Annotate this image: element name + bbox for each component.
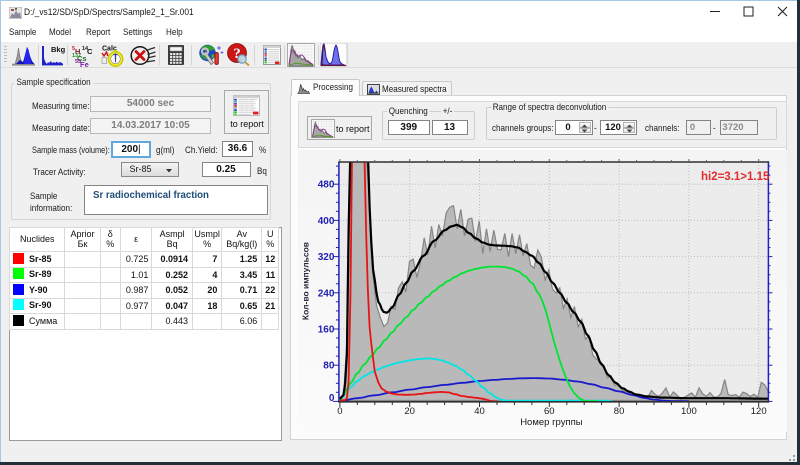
svg-text:Bkg: Bkg	[51, 45, 65, 54]
svg-text:160: 160	[318, 325, 335, 336]
svg-text:320: 320	[318, 252, 335, 263]
svg-text:60: 60	[544, 406, 555, 417]
svg-text:Номер группы: Номер группы	[520, 417, 583, 428]
svg-text:Кол-во импульсов: Кол-во импульсов	[300, 242, 310, 320]
svg-text:20: 20	[405, 406, 416, 417]
svg-text:100: 100	[681, 406, 697, 417]
svg-text:C: C	[87, 47, 93, 56]
svg-text:Fe: Fe	[80, 60, 89, 67]
svg-text:80: 80	[614, 406, 625, 417]
svg-text:55: 55	[75, 59, 81, 65]
svg-text:120: 120	[751, 406, 767, 417]
svg-text:137: 137	[72, 53, 81, 59]
svg-text:80: 80	[323, 361, 335, 372]
svg-text:Calc: Calc	[102, 46, 117, 53]
svg-text:Cs: Cs	[77, 54, 87, 63]
svg-text:40: 40	[474, 406, 485, 417]
svg-text:480: 480	[318, 180, 335, 191]
svg-text:400: 400	[318, 216, 335, 227]
svg-text:hi2=3.1>1.15: hi2=3.1>1.15	[701, 171, 770, 183]
svg-text:H: H	[75, 47, 80, 56]
svg-text:14: 14	[82, 46, 89, 52]
svg-text:5: 5	[72, 46, 75, 52]
svg-text:0: 0	[337, 406, 342, 417]
svg-text:0: 0	[329, 393, 335, 404]
svg-text:?: ?	[233, 46, 241, 62]
svg-text:240: 240	[318, 288, 335, 299]
